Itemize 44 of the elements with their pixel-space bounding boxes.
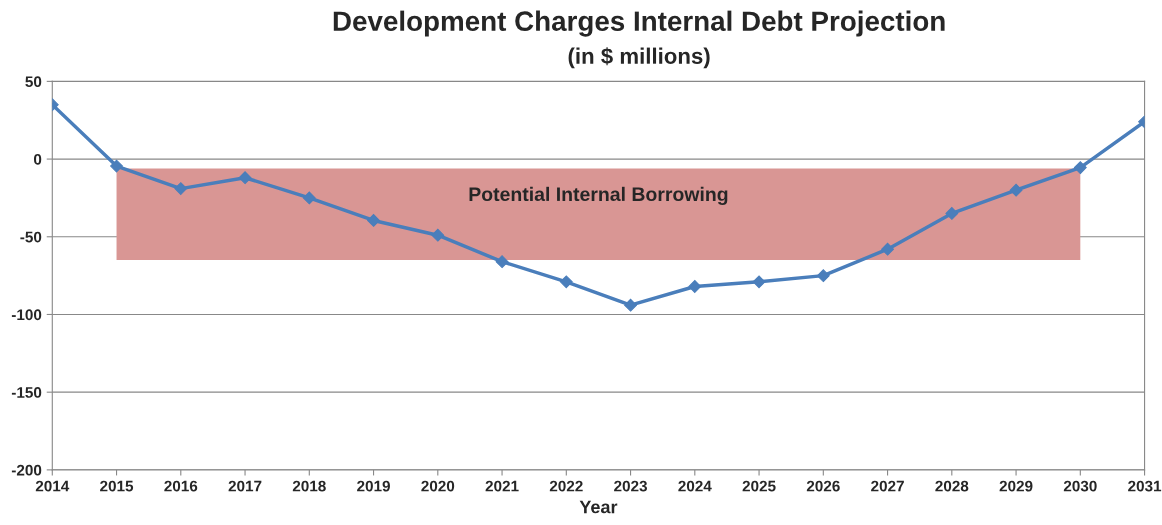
point — [367, 214, 380, 227]
y-tick-label: 0 — [33, 153, 42, 165]
point — [559, 275, 573, 289]
x-tick-label: 2029 — [999, 480, 1033, 492]
point — [495, 255, 509, 269]
chart-subtitle: (in $ millions) — [568, 47, 710, 69]
x-tick-label: 2027 — [871, 480, 904, 492]
y-tick-label: -100 — [11, 309, 42, 321]
y-tick-label: -200 — [11, 464, 42, 476]
x-tick-label: 2026 — [806, 480, 840, 492]
point — [431, 228, 445, 242]
x-tick-label: 2024 — [678, 480, 712, 492]
y-tick-label: 50 — [25, 76, 42, 88]
point — [752, 275, 766, 289]
point — [688, 280, 702, 293]
x-tick-label: 2016 — [164, 480, 198, 492]
point — [174, 182, 188, 196]
point — [1073, 161, 1087, 175]
x-tick-label: 2015 — [100, 480, 134, 492]
point — [302, 191, 316, 205]
x-tick-label: 2025 — [742, 480, 776, 492]
point — [238, 171, 252, 185]
point — [881, 242, 894, 256]
y-tick-label: -150 — [11, 387, 42, 398]
x-tick-label: 2019 — [357, 480, 390, 492]
point — [1009, 183, 1023, 197]
point — [624, 298, 637, 312]
point — [945, 207, 959, 220]
point — [816, 269, 830, 283]
x-axis-title: Year — [579, 500, 618, 514]
band-label: Potential Internal Borrowing — [469, 186, 728, 206]
x-tick-label: 2022 — [549, 480, 583, 492]
chart-title: Development Charges Internal Debt Projection — [333, 10, 945, 37]
x-tick-label: 2030 — [1063, 480, 1097, 492]
x-tick-label: 2017 — [228, 480, 262, 492]
x-tick-label: 2020 — [421, 480, 455, 492]
x-tick-label: 2018 — [292, 480, 326, 492]
y-tick-label: -50 — [20, 231, 42, 243]
x-tick-label: 2031 — [1128, 480, 1162, 492]
x-tick-label: 2023 — [614, 480, 647, 492]
x-tick-label: 2028 — [935, 480, 969, 492]
x-tick-label: 2014 — [35, 480, 70, 492]
x-tick-label: 2021 — [485, 480, 519, 492]
point — [110, 159, 123, 173]
